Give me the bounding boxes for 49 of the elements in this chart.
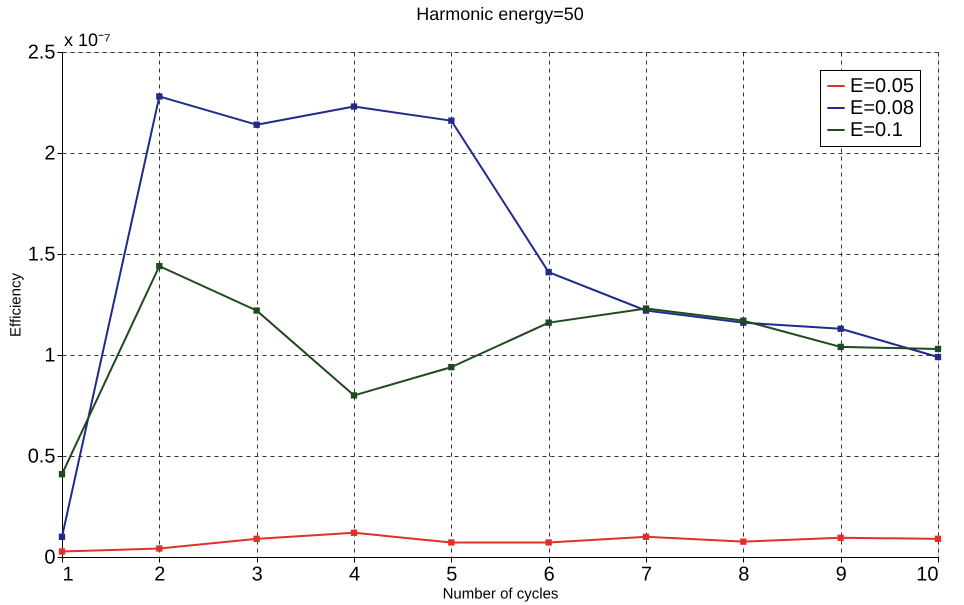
- point: [546, 269, 552, 276]
- y-tick-label: 0.5: [28, 446, 56, 468]
- point: [350, 392, 358, 399]
- y-tick-label: 2.5: [28, 42, 56, 64]
- x-tick-label: 4: [348, 564, 360, 586]
- x-tick-label: 5: [446, 564, 458, 586]
- x-tick-label: 3: [252, 564, 263, 586]
- x-tick-label: 10: [916, 564, 938, 586]
- point: [156, 545, 162, 552]
- point: [934, 536, 942, 542]
- text: x 10⁻⁷: [64, 30, 111, 50]
- point: [934, 346, 942, 352]
- point: [58, 534, 66, 540]
- y-axis-title: Efficiency: [8, 272, 25, 337]
- point: [740, 538, 746, 545]
- point: [934, 354, 942, 360]
- y-tick-label: 0: [44, 546, 56, 568]
- x-tick-label: 7: [640, 564, 652, 586]
- point: [448, 364, 454, 370]
- point: [546, 539, 552, 546]
- chart-title: Harmonic energy=50: [416, 4, 584, 24]
- x-tick-label: 1: [62, 564, 74, 586]
- point: [156, 93, 162, 100]
- point: [350, 530, 358, 536]
- point: [838, 344, 844, 350]
- point: [350, 103, 358, 110]
- y-tick-label: 1.5: [28, 244, 56, 266]
- legend-label: E=0.08: [850, 97, 914, 119]
- legend-label: E=0.1: [850, 119, 903, 141]
- point: [58, 471, 66, 478]
- x-tick-label: 2: [154, 564, 166, 586]
- point: [254, 307, 260, 314]
- point: [546, 320, 552, 326]
- legend-label: E=0.05: [850, 75, 914, 97]
- x-tick-label: 8: [738, 564, 750, 586]
- point: [58, 548, 66, 555]
- point: [448, 539, 454, 546]
- point: [838, 326, 844, 332]
- x-tick-label: 9: [836, 564, 847, 586]
- point: [838, 534, 844, 541]
- point: [448, 118, 454, 124]
- point: [254, 536, 260, 542]
- point: [156, 262, 162, 270]
- y-tick-label: 1: [44, 344, 56, 366]
- y-tick-label: 2: [44, 142, 56, 164]
- point: [254, 122, 260, 128]
- x-axis-title: Number of cycles: [442, 586, 558, 602]
- x-tick-label: 6: [544, 564, 555, 586]
- point: [642, 534, 650, 540]
